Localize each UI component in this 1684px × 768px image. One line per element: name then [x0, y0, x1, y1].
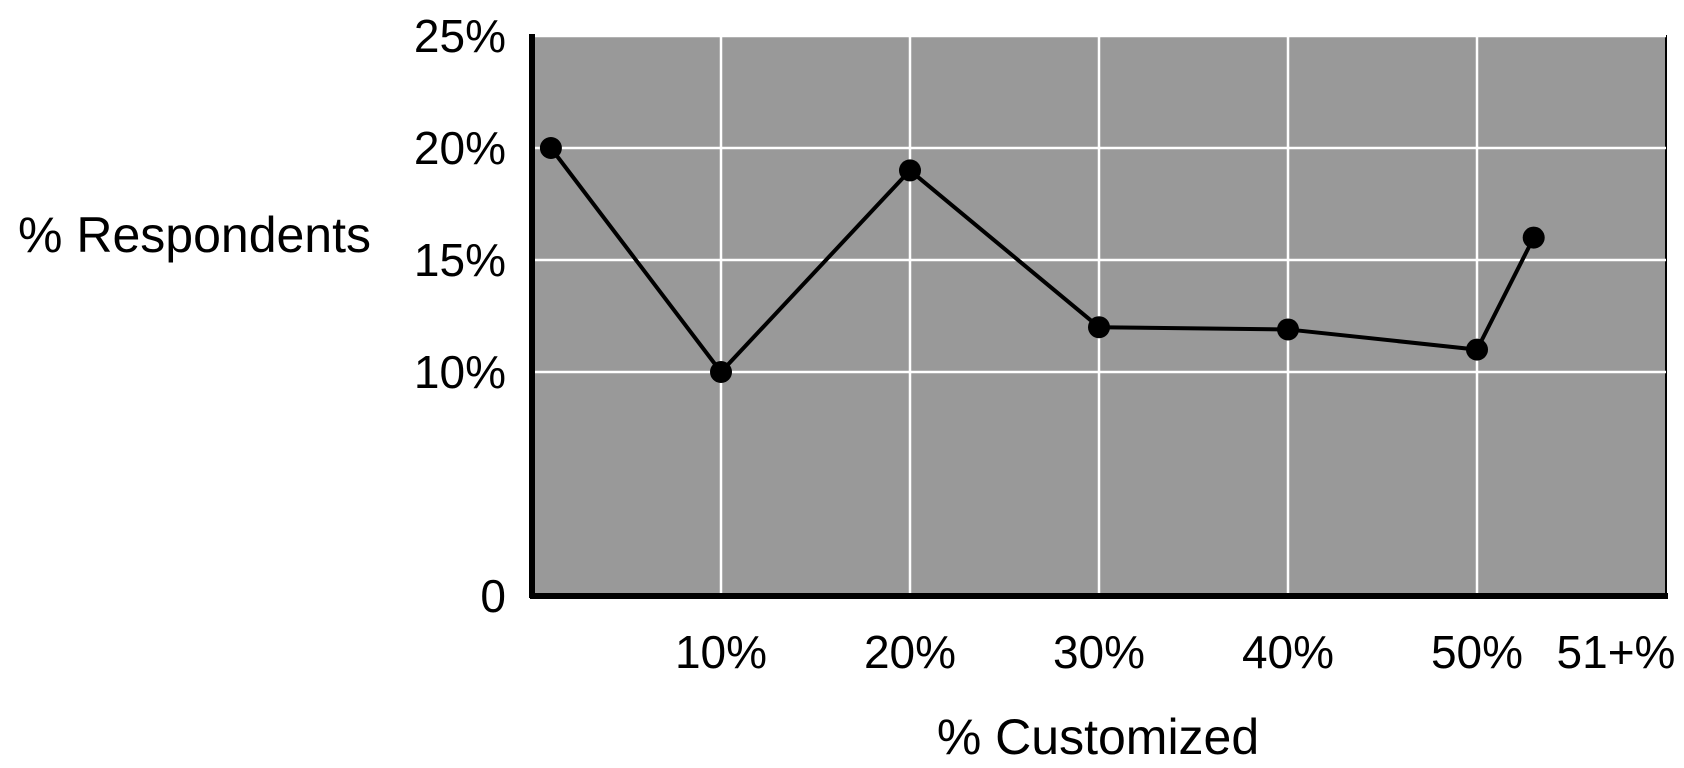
data-point — [1088, 316, 1110, 339]
data-point — [899, 159, 921, 182]
data-point — [1522, 226, 1545, 249]
data-point — [710, 361, 732, 383]
data-point — [1466, 338, 1488, 361]
y-axis-title: % Respondents — [18, 207, 371, 263]
x-axis-title: % Customized — [937, 709, 1259, 763]
x-tick-label: 20% — [864, 626, 956, 678]
x-tick-label: 10% — [675, 626, 767, 678]
x-tick-label: 51+% — [1557, 626, 1676, 678]
data-point — [539, 137, 562, 159]
x-tick-label: 30% — [1053, 626, 1145, 678]
y-tick-label: 15% — [414, 234, 506, 286]
y-tick-label: 10% — [414, 346, 506, 398]
data-series — [539, 137, 1545, 383]
axis-labels: 0 10% 15% 20% 25% 10% 20% 30% 40% 50% 51+% — [414, 10, 1676, 678]
y-tick-label: 0 — [480, 570, 506, 622]
x-tick-label: 50% — [1431, 626, 1523, 678]
y-tick-label: 25% — [414, 10, 506, 62]
y-tick-label: 20% — [414, 122, 506, 174]
x-tick-label: 40% — [1242, 626, 1334, 678]
data-point — [1277, 318, 1299, 341]
axes — [529, 34, 1668, 599]
